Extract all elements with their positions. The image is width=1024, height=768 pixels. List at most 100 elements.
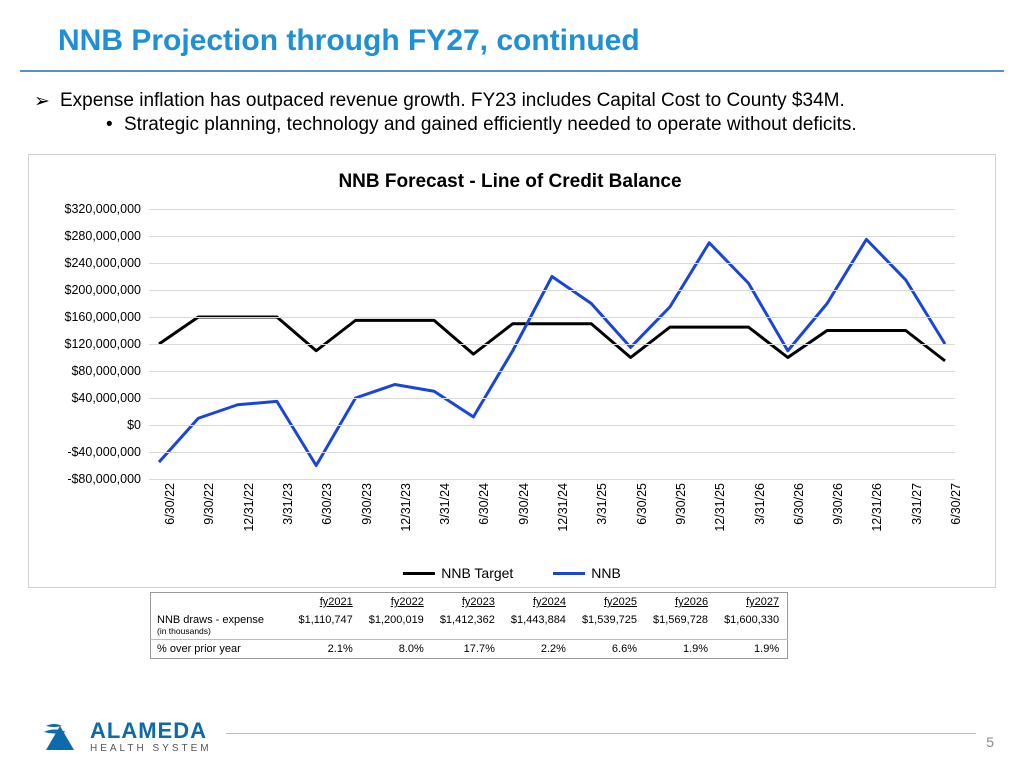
table-cell: $1,200,019	[361, 611, 432, 640]
series-line	[159, 239, 945, 465]
y-tick-label: $0	[127, 418, 141, 432]
table-corner	[151, 593, 291, 612]
row1-label-text: NNB draws - expense	[157, 614, 264, 626]
page-number: 5	[986, 734, 994, 750]
y-axis-labels: $320,000,000$280,000,000$240,000,000$200…	[47, 209, 145, 479]
table-header-cell: fy2026	[645, 593, 716, 612]
x-tick-label: 12/31/22	[242, 483, 256, 532]
x-tick-label: 3/31/25	[595, 483, 609, 525]
x-tick-label: 3/31/27	[910, 483, 924, 525]
y-tick-label: $200,000,000	[65, 283, 141, 297]
y-tick-label: $80,000,000	[71, 364, 141, 378]
table-cell: $1,569,728	[645, 611, 716, 640]
y-tick-label: $320,000,000	[65, 202, 141, 216]
table-header-cell: fy2027	[716, 593, 788, 612]
x-tick-label: 6/30/27	[949, 483, 963, 525]
grid-line	[149, 317, 955, 318]
table-header-cell: fy2023	[432, 593, 503, 612]
x-tick-label: 12/31/25	[713, 483, 727, 532]
y-tick-label: $40,000,000	[71, 391, 141, 405]
table-cell: $1,110,747	[291, 611, 361, 640]
table-header-row: fy2021fy2022fy2023fy2024fy2025fy2026fy20…	[151, 593, 788, 612]
grid-line	[149, 479, 955, 480]
x-tick-label: 9/30/22	[202, 483, 216, 525]
table-cell: $1,539,725	[574, 611, 645, 640]
plot-area	[149, 209, 955, 479]
row-label: % over prior year	[151, 640, 291, 659]
grid-line	[149, 236, 955, 237]
bullet-list: Expense inflation has outpaced revenue g…	[0, 82, 1024, 136]
footer: ALAMEDA HEALTH SYSTEM 5	[40, 720, 994, 754]
table-header-cell: fy2021	[291, 593, 361, 612]
x-tick-label: 3/31/24	[438, 483, 452, 525]
grid-line	[149, 209, 955, 210]
x-tick-label: 9/30/24	[517, 483, 531, 525]
y-tick-label: $160,000,000	[65, 310, 141, 324]
table-cell: $1,600,330	[716, 611, 788, 640]
grid-line	[149, 263, 955, 264]
x-tick-label: 6/30/25	[635, 483, 649, 525]
legend-item-nnb: NNB	[553, 565, 621, 581]
bullet-level-1: Expense inflation has outpaced revenue g…	[34, 90, 984, 112]
legend-swatch-nnb	[553, 572, 585, 575]
grid-line	[149, 425, 955, 426]
legend-label-nnb: NNB	[591, 565, 621, 581]
table-header-cell: fy2022	[361, 593, 432, 612]
logo: ALAMEDA HEALTH SYSTEM	[40, 720, 212, 754]
table-cell: 2.2%	[503, 640, 574, 659]
table-cell: 1.9%	[645, 640, 716, 659]
grid-line	[149, 344, 955, 345]
x-tick-label: 9/30/26	[831, 483, 845, 525]
table-header-cell: fy2024	[503, 593, 574, 612]
table-row: % over prior year 2.1%8.0%17.7%2.2%6.6%1…	[151, 640, 788, 659]
table-row: NNB draws - expense (in thousands) $1,11…	[151, 611, 788, 640]
y-tick-label: -$40,000,000	[67, 445, 141, 459]
x-tick-label: 6/30/23	[320, 483, 334, 525]
row1-sub: (in thousands)	[157, 626, 283, 636]
series-line	[159, 317, 945, 361]
chart-container: NNB Forecast - Line of Credit Balance $3…	[28, 154, 996, 588]
x-tick-label: 6/30/24	[477, 483, 491, 525]
table-cell: 1.9%	[716, 640, 788, 659]
x-tick-label: 3/31/23	[281, 483, 295, 525]
y-tick-label: -$80,000,000	[67, 472, 141, 486]
row-label: NNB draws - expense (in thousands)	[151, 611, 291, 640]
x-tick-label: 9/30/23	[360, 483, 374, 525]
footer-rule	[226, 733, 977, 734]
table-cell: $1,412,362	[432, 611, 503, 640]
logo-icon	[40, 720, 80, 754]
y-tick-label: $280,000,000	[65, 229, 141, 243]
x-tick-label: 6/30/26	[792, 483, 806, 525]
table-cell: 8.0%	[361, 640, 432, 659]
legend-label-target: NNB Target	[441, 565, 513, 581]
logo-tagline: HEALTH SYSTEM	[90, 744, 212, 754]
legend-item-target: NNB Target	[403, 565, 513, 581]
bullet-level-2: Strategic planning, technology and gaine…	[34, 114, 984, 136]
table-cell: 2.1%	[291, 640, 361, 659]
x-tick-label: 6/30/22	[163, 483, 177, 525]
table-cell: 6.6%	[574, 640, 645, 659]
data-table: fy2021fy2022fy2023fy2024fy2025fy2026fy20…	[150, 592, 788, 659]
y-tick-label: $120,000,000	[65, 337, 141, 351]
page-title: NNB Projection through FY27, continued	[0, 0, 1024, 66]
x-tick-label: 9/30/25	[674, 483, 688, 525]
chart-title: NNB Forecast - Line of Credit Balance	[47, 171, 973, 193]
logo-name: ALAMEDA	[90, 720, 212, 742]
x-tick-label: 12/31/24	[556, 483, 570, 532]
table-cell: 17.7%	[432, 640, 503, 659]
x-axis-labels: 6/30/22 9/30/22 12/31/22 3/31/23 6/30/23 9/30…	[149, 483, 955, 549]
x-tick-label: 12/31/23	[399, 483, 413, 532]
grid-line	[149, 398, 955, 399]
table-cell: $1,443,884	[503, 611, 574, 640]
x-tick-label: 12/31/26	[870, 483, 884, 532]
legend-swatch-target	[403, 572, 435, 575]
logo-text: ALAMEDA HEALTH SYSTEM	[90, 720, 212, 754]
title-rule	[20, 70, 1004, 72]
grid-line	[149, 452, 955, 453]
table-header-cell: fy2025	[574, 593, 645, 612]
x-tick-label: 3/31/26	[753, 483, 767, 525]
y-tick-label: $240,000,000	[65, 256, 141, 270]
grid-line	[149, 290, 955, 291]
grid-line	[149, 371, 955, 372]
chart-legend: NNB Target NNB	[29, 562, 995, 582]
